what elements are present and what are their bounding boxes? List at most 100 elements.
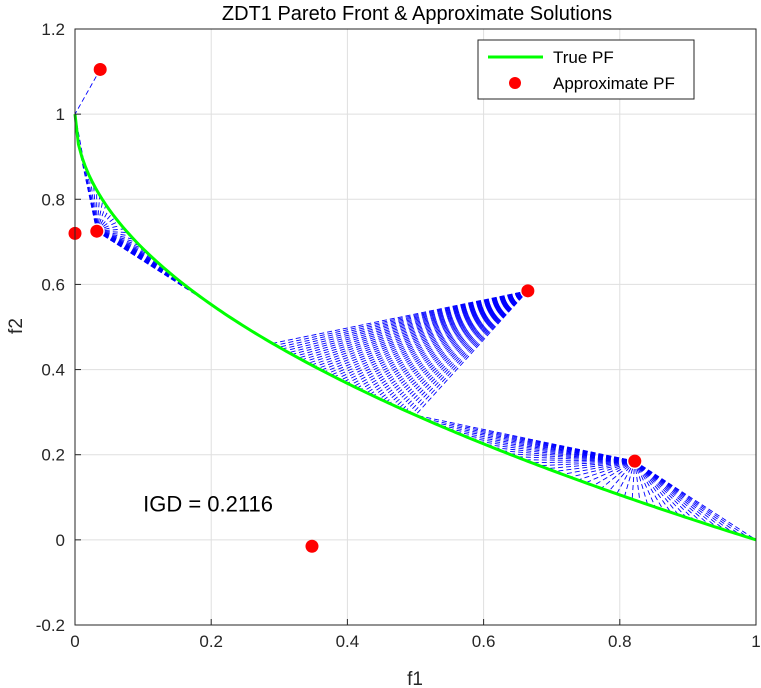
y-tick-label-1: 0: [56, 531, 65, 550]
y-tick-label-5: 0.8: [41, 190, 65, 209]
true-pf-line: [73, 113, 757, 542]
connector-line-1-19: [96, 230, 134, 240]
connector-line-2-33: [379, 290, 529, 400]
connector-line-3-12: [508, 453, 635, 462]
connector-line-3-11: [500, 450, 635, 462]
connector-line-2-43: [411, 290, 529, 415]
annotations: IGD = 0.2116: [143, 492, 273, 517]
connector-line-2-28: [363, 290, 529, 392]
y-tick-label-7: 1.2: [41, 20, 65, 39]
approximate-pf-series: [68, 62, 642, 553]
connector-line-2-37: [392, 290, 529, 406]
connector-line-3-5: [454, 431, 635, 462]
connector-line-2-24: [350, 290, 529, 386]
connector-line-2-2: [278, 290, 528, 348]
connector-line-2-12: [311, 290, 529, 366]
legend-approx-pf-label: Approximate PF: [553, 74, 675, 93]
approximate-pf-point-0: [93, 62, 107, 76]
connector-line-3-32: [634, 460, 664, 510]
connector-line-3-28: [631, 461, 636, 500]
connector-line-3-19: [562, 460, 635, 475]
approximate-pf-point-2: [90, 224, 104, 238]
legend: True PF Approximate PF: [477, 39, 695, 100]
y-tick-label-0: -0.2: [36, 616, 65, 635]
connector-line-3-37: [634, 460, 703, 523]
connector-line-3-6: [461, 434, 635, 462]
connector-line-3-34: [634, 460, 679, 516]
connector-line-3-38: [634, 460, 710, 526]
connector-line-3-22: [585, 460, 635, 484]
connector-line-3-29: [634, 461, 641, 502]
connector-line-3-0: [415, 414, 635, 462]
legend-box: [477, 39, 695, 100]
connector-line-2-16: [324, 290, 529, 373]
connector-line-2-20: [337, 290, 529, 379]
axes-box: [74, 28, 757, 626]
connector-line-2-42: [408, 290, 529, 413]
y-tick-label-4: 0.6: [41, 275, 65, 294]
connector-line-2-38: [395, 290, 529, 407]
connector-line-3-44: [634, 460, 757, 541]
connector-line-3-27: [624, 460, 636, 497]
connector-line-3-26: [616, 460, 636, 495]
connector-line-3-20: [570, 460, 635, 478]
x-tick-label-2: 0.4: [336, 632, 360, 651]
connector-line-3-36: [634, 460, 695, 521]
x-tick-label-0: 0: [70, 632, 79, 651]
connector-line-2-5: [288, 290, 528, 354]
connector-line-3-31: [634, 460, 656, 508]
connector-line-3-35: [634, 460, 687, 518]
x-tick-label-5: 1: [751, 632, 760, 651]
connector-line-3-42: [634, 460, 741, 536]
x-axis-label: f1: [407, 669, 423, 688]
connector-line-2-25: [353, 290, 529, 387]
connector-line-3-13: [516, 456, 635, 462]
connector-line-3-25: [608, 460, 636, 492]
approximate-pf-point-4: [628, 454, 642, 468]
connector-line-1-20: [96, 230, 138, 243]
connector-line-2-39: [398, 290, 529, 409]
connector-line-2-17: [327, 290, 529, 374]
connector-line-2-10: [304, 290, 529, 362]
connector-line-1-33: [96, 230, 178, 280]
grid-lines: [74, 28, 757, 626]
connector-line-3-2: [430, 421, 635, 462]
connector-line-2-18: [330, 290, 529, 376]
connector-line-3-23: [593, 460, 636, 486]
connector-line-2-1: [275, 290, 528, 346]
connector-line-2-34: [382, 290, 529, 401]
y-axis-label: f2: [6, 318, 27, 334]
connector-line-2-32: [376, 290, 529, 398]
true-pf-series: [73, 113, 757, 542]
x-tick-label-1: 0.2: [199, 632, 223, 651]
connector-line-3-39: [634, 460, 718, 528]
chart-title: ZDT1 Pareto Front & Approximate Solution…: [222, 3, 612, 25]
connector-line-3-16: [539, 460, 635, 467]
approximate-pf-point-5: [305, 539, 319, 553]
y-tick-label-2: 0.2: [41, 446, 65, 465]
connector-line-2-19: [334, 290, 529, 378]
connector-line-3-14: [523, 459, 635, 462]
connector-line-2-0: [272, 290, 528, 344]
connector-line-2-23: [347, 290, 529, 384]
connector-line-2-3: [282, 290, 528, 350]
connector-line-1-9: [96, 200, 104, 232]
connector-line-2-26: [356, 290, 529, 389]
connector-line-2-15: [321, 290, 529, 371]
connector-line-1-17: [96, 230, 128, 233]
connector-line-3-18: [554, 460, 635, 472]
connector-line-2-44: [415, 290, 529, 416]
connector-line-2-35: [385, 290, 529, 403]
legend-approx-pf-swatch: [509, 77, 521, 89]
connector-line-2-11: [308, 290, 529, 364]
connector-line-0-0: [74, 69, 101, 115]
connector-line-2-4: [285, 290, 528, 352]
legend-true-pf-label: True PF: [553, 48, 614, 67]
connector-line-2-21: [340, 290, 529, 381]
connector-line-2-40: [402, 290, 529, 410]
connector-line-2-22: [343, 290, 529, 383]
y-tick-label-3: 0.4: [41, 361, 65, 380]
connector-line-3-21: [577, 460, 635, 481]
connector-line-2-13: [314, 290, 529, 368]
